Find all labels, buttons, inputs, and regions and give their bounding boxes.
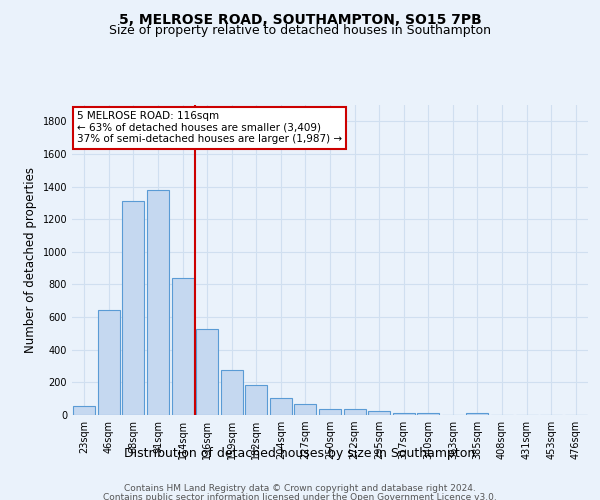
Bar: [147, 190, 169, 415]
Bar: [221, 370, 243, 415]
Text: 5, MELROSE ROAD, SOUTHAMPTON, SO15 7PB: 5, MELROSE ROAD, SOUTHAMPTON, SO15 7PB: [119, 12, 481, 26]
Bar: [73, 406, 95, 415]
Bar: [344, 410, 365, 415]
Bar: [245, 385, 268, 415]
Text: Distribution of detached houses by size in Southampton: Distribution of detached houses by size …: [124, 448, 476, 460]
Text: Size of property relative to detached houses in Southampton: Size of property relative to detached ho…: [109, 24, 491, 37]
Text: Contains public sector information licensed under the Open Government Licence v3: Contains public sector information licen…: [103, 494, 497, 500]
Bar: [466, 414, 488, 415]
Bar: [196, 328, 218, 415]
Bar: [98, 310, 120, 415]
Bar: [295, 404, 316, 415]
Y-axis label: Number of detached properties: Number of detached properties: [24, 167, 37, 353]
Text: 5 MELROSE ROAD: 116sqm
← 63% of detached houses are smaller (3,409)
37% of semi-: 5 MELROSE ROAD: 116sqm ← 63% of detached…: [77, 111, 342, 144]
Bar: [319, 410, 341, 415]
Bar: [368, 412, 390, 415]
Bar: [122, 202, 145, 415]
Text: Contains HM Land Registry data © Crown copyright and database right 2024.: Contains HM Land Registry data © Crown c…: [124, 484, 476, 493]
Bar: [392, 414, 415, 415]
Bar: [172, 278, 194, 415]
Bar: [417, 414, 439, 415]
Bar: [270, 398, 292, 415]
